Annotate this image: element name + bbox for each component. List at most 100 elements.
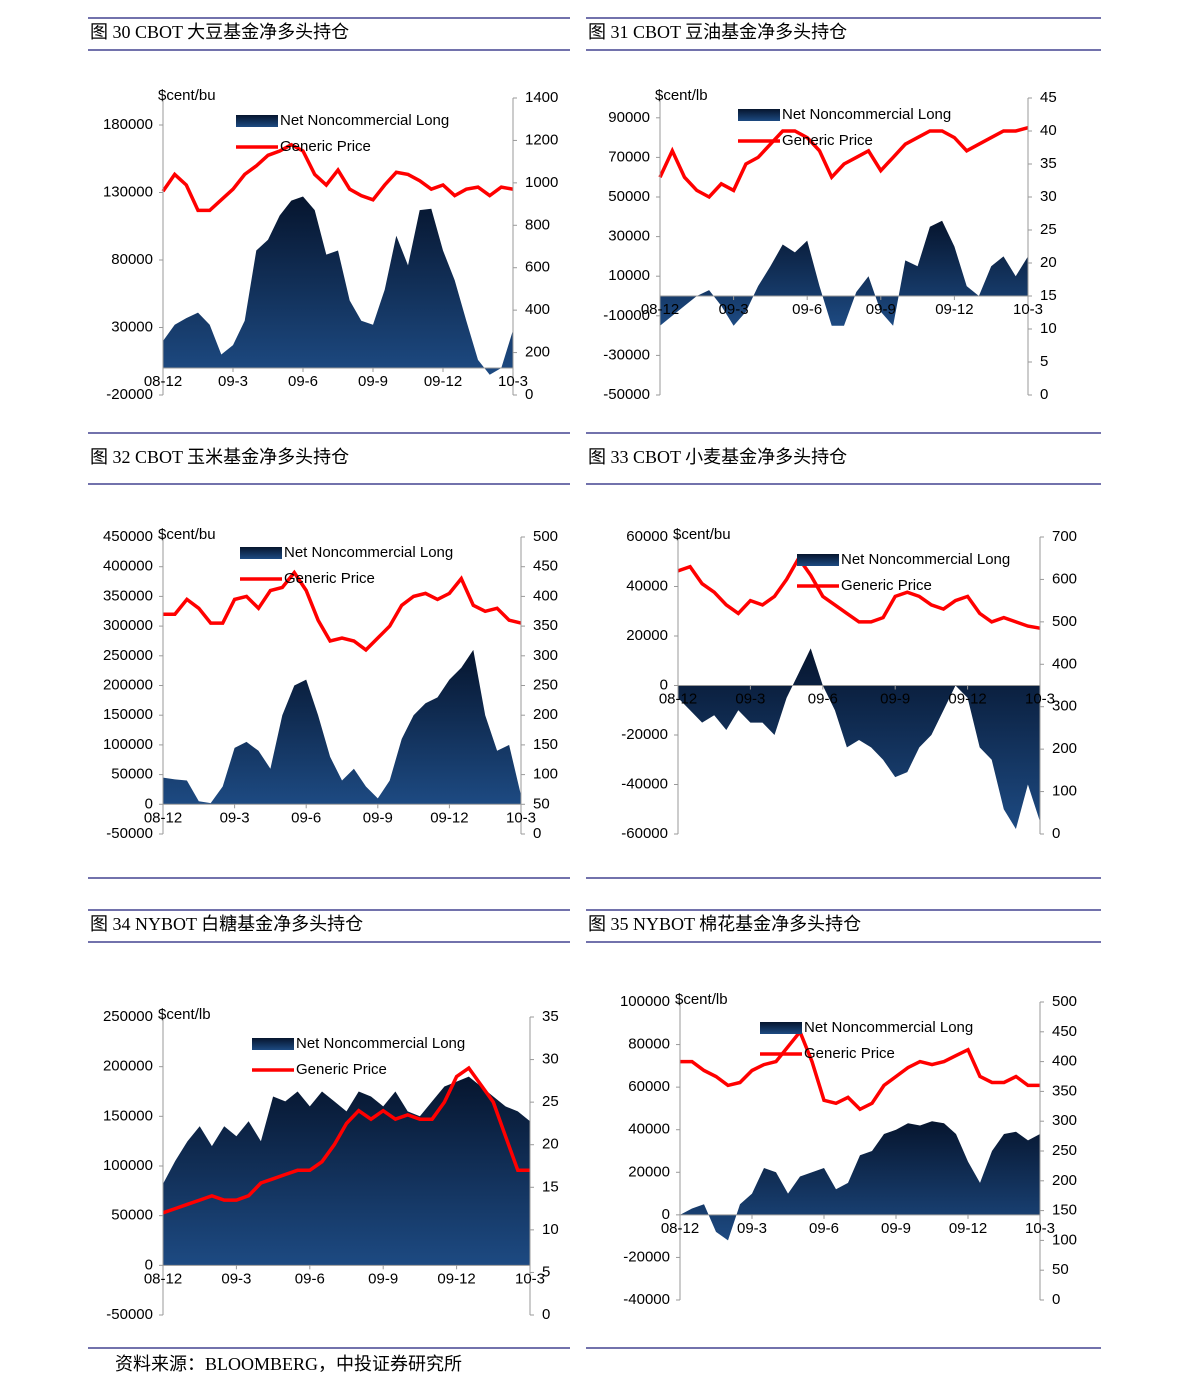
area-series — [163, 1076, 530, 1266]
y2-tick-label: 35 — [1040, 155, 1057, 172]
y-tick-label: 40000 — [628, 1121, 670, 1138]
x-tick-label: 10-3 — [1025, 690, 1055, 707]
legend-label: Net Noncommercial Long — [841, 551, 1010, 568]
y2-tick-label: 30 — [542, 1051, 559, 1068]
x-tick-label: 09-12 — [948, 690, 986, 707]
y2-tick-label: 40 — [1040, 122, 1057, 139]
y-tick-label: 50000 — [111, 1207, 153, 1224]
y2-tick-label: 600 — [1052, 570, 1077, 587]
x-tick-label: 08-12 — [144, 809, 182, 826]
x-tick-label: 09-9 — [881, 1220, 911, 1237]
legend-label: Net Noncommercial Long — [804, 1019, 973, 1036]
x-tick-label: 08-12 — [659, 690, 697, 707]
y-tick-label: 90000 — [608, 109, 650, 126]
chart: 图 32 CBOT 玉米基金净多头持仓 -50000 0 50000 100000 150… — [90, 447, 558, 842]
y-tick-label: 200000 — [103, 676, 153, 693]
unit-label: $cent/bu — [158, 526, 216, 543]
y-tick-label: -50000 — [106, 1306, 153, 1323]
y2-tick-label: 35 — [542, 1008, 559, 1025]
chart: 图 31 CBOT 豆油基金净多头持仓-50000-30000-10000100… — [588, 22, 1057, 403]
x-tick-label: 09-9 — [363, 809, 393, 826]
legend-label: Generic Price — [841, 577, 932, 594]
y2-tick-label: 600 — [525, 259, 550, 276]
x-tick-label: 09-3 — [735, 690, 765, 707]
y2-tick-label: 100 — [533, 766, 558, 783]
area-series — [660, 220, 1028, 326]
legend-swatch — [760, 1022, 802, 1034]
y-tick-label: 400000 — [103, 558, 153, 575]
chart: 图 30 CBOT 大豆基金净多头持仓 -20000 30000 80000 13000… — [90, 22, 558, 403]
y-tick-label: 0 — [145, 795, 153, 812]
x-tick-label: 08-12 — [144, 373, 182, 390]
y2-tick-label: 0 — [525, 386, 533, 403]
y2-tick-label: 400 — [1052, 655, 1077, 672]
legend-label: Generic Price — [782, 132, 873, 149]
area-series — [680, 1121, 1040, 1241]
y2-tick-label: 50 — [1052, 1261, 1069, 1278]
source-note: 资料来源：BLOOMBERG，中投证券研究所 — [115, 1354, 462, 1374]
x-tick-label: 10-3 — [506, 809, 536, 826]
y-tick-label: 20000 — [628, 1163, 670, 1180]
line-series — [163, 569, 522, 653]
y-tick-label: -20000 — [623, 1248, 670, 1265]
y2-tick-label: 700 — [1052, 528, 1077, 545]
y2-tick-label: 400 — [533, 587, 558, 604]
y2-tick-label: 500 — [1052, 993, 1077, 1010]
legend-label: Net Noncommercial Long — [296, 1035, 465, 1052]
y-tick-label: 100000 — [620, 993, 670, 1010]
x-tick-label: 09-3 — [719, 301, 749, 318]
y-tick-label: 20000 — [626, 627, 668, 644]
legend-swatch — [240, 547, 282, 559]
y2-tick-label: 200 — [1052, 740, 1077, 757]
y2-tick-label: 400 — [1052, 1053, 1077, 1070]
y2-tick-label: 10 — [1040, 320, 1057, 337]
y-tick-label: 200000 — [103, 1058, 153, 1075]
x-tick-label: 10-3 — [498, 373, 528, 390]
x-tick-label: 09-9 — [880, 690, 910, 707]
area-series — [163, 196, 513, 375]
y2-tick-label: 100 — [1052, 1231, 1077, 1248]
legend-swatch — [236, 115, 278, 127]
x-tick-label: 09-6 — [809, 1220, 839, 1237]
chart: 图 35 NYBOT 棉花基金净多头持仓 -40000 -20000 0 20000 40… — [588, 914, 1077, 1308]
y2-tick-label: 100 — [1052, 783, 1077, 800]
y2-tick-label: 200 — [1052, 1172, 1077, 1189]
legend-label: Net Noncommercial Long — [284, 544, 453, 561]
x-tick-label: 09-3 — [218, 373, 248, 390]
y2-tick-label: 150 — [1052, 1202, 1077, 1219]
y2-tick-label: 800 — [525, 216, 550, 233]
area-series — [163, 649, 521, 805]
x-tick-label: 09-6 — [288, 373, 318, 390]
y-tick-label: -40000 — [623, 1291, 670, 1308]
legend-swatch — [738, 109, 780, 121]
y2-tick-label: 150 — [533, 736, 558, 753]
y-tick-label: 60000 — [626, 528, 668, 545]
y2-tick-label: 350 — [1052, 1082, 1077, 1099]
y2-tick-label: 15 — [542, 1178, 559, 1195]
y-tick-label: 80000 — [628, 1036, 670, 1053]
chart-title: 图 31 CBOT 豆油基金净多头持仓 — [588, 22, 847, 42]
x-tick-label: 09-3 — [220, 809, 250, 826]
chart: 图 33 CBOT 小麦基金净多头持仓 -60000 -40000 -20000 0 20… — [588, 447, 1077, 842]
unit-label: $cent/bu — [673, 526, 731, 543]
y2-tick-label: 450 — [1052, 1023, 1077, 1040]
x-tick-label: 10-3 — [1025, 1220, 1055, 1237]
y2-tick-label: 1200 — [525, 131, 558, 148]
y-tick-label: 60000 — [628, 1078, 670, 1095]
chart-title: 图 32 CBOT 玉米基金净多头持仓 — [90, 447, 349, 467]
y-tick-label: 70000 — [608, 148, 650, 165]
y2-tick-label: 300 — [533, 647, 558, 664]
y-tick-label: 130000 — [103, 183, 153, 200]
legend-label: Net Noncommercial Long — [782, 106, 951, 123]
y-tick-label: 30000 — [608, 228, 650, 245]
unit-label: $cent/lb — [655, 87, 708, 104]
y-tick-label: -60000 — [621, 825, 668, 842]
unit-label: $cent/bu — [158, 87, 216, 104]
y2-tick-label: 25 — [542, 1093, 559, 1110]
y-tick-label: -20000 — [621, 726, 668, 743]
y2-tick-label: 0 — [1052, 1291, 1060, 1308]
y-tick-label: -50000 — [603, 386, 650, 403]
y2-tick-label: 200 — [533, 706, 558, 723]
y2-tick-label: 450 — [533, 558, 558, 575]
rules — [88, 17, 1101, 1349]
